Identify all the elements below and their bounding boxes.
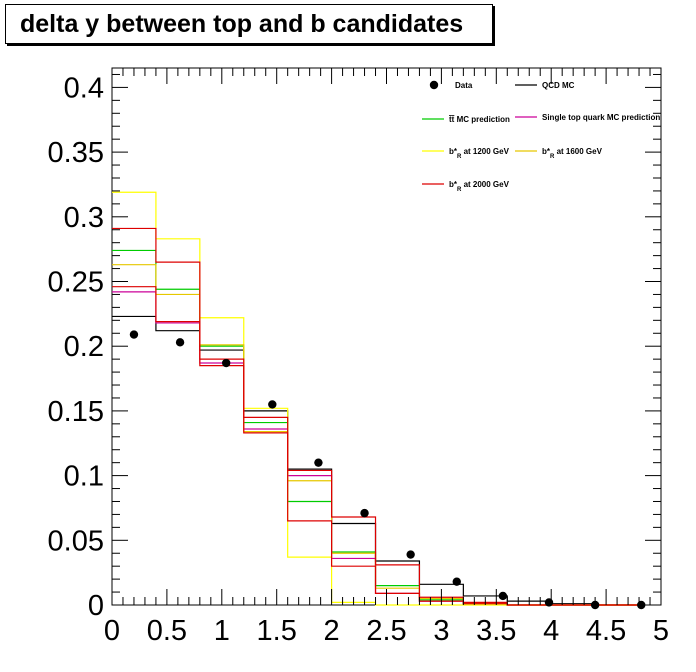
legend-label: Single top quark MC prediction: [542, 113, 660, 122]
x-tick-label: 3: [433, 615, 449, 647]
data-point: [268, 400, 277, 409]
histograms: [112, 191, 640, 606]
data-point: [175, 338, 185, 347]
data-point: [129, 330, 139, 339]
legend-entry: b*R at 1200 GeV: [422, 147, 510, 160]
data-point: [498, 591, 508, 601]
legend-entry: Single top quark MC prediction: [515, 113, 660, 122]
legend-label: QCD MC: [542, 81, 575, 90]
legend-label: b*R at 1600 GeV: [542, 147, 603, 160]
data-point: [637, 600, 646, 610]
y-tick-label: 0: [88, 590, 104, 622]
legend-label: tt MC prediction: [449, 115, 510, 124]
y-tick-label: 0.25: [48, 267, 104, 299]
y-tick-label: 0.2: [64, 331, 104, 363]
x-tick-label: 3.5: [476, 615, 516, 647]
x-tick-label: 0: [104, 615, 120, 647]
legend-entry: b*R at 2000 GeV: [422, 180, 510, 193]
y-tick-label: 0.35: [48, 137, 104, 169]
data-point: [221, 358, 231, 368]
data-point: [360, 508, 369, 518]
legend-entry: tt MC prediction: [422, 115, 510, 124]
x-tick-label: 1.5: [257, 615, 297, 647]
axes: 0 0.5 1 1.5 2 2.5 3 3.5 4 4.5 5 0 0.05 0.1 0.15 0.2 0.25…: [48, 68, 669, 647]
data-point: [314, 458, 323, 467]
x-tick-label: 4: [543, 615, 559, 647]
legend-label: b*R at 2000 GeV: [449, 180, 510, 193]
legend-entry: QCD MC: [515, 81, 575, 90]
x-tick-label: 2.5: [366, 615, 406, 647]
chart-title: delta y between top and b candidates: [20, 10, 464, 38]
data-point: [544, 598, 554, 607]
y-tick-label: 0.1: [64, 461, 104, 493]
y-tick-label: 0.4: [64, 72, 104, 104]
x-tick-label: 4.5: [586, 615, 626, 647]
y-tick-label: 0.15: [48, 396, 104, 428]
x-tick-label: 1: [214, 615, 230, 647]
legend-marker: [429, 80, 439, 90]
data-points: [129, 330, 646, 610]
x-tick-label: 5: [653, 615, 669, 647]
x-tick-label: 2: [324, 615, 340, 647]
legend-entry: b*R at 1600 GeV: [515, 147, 603, 160]
legend-label: Data: [455, 81, 473, 90]
legend-label: b*R at 1200 GeV: [449, 147, 510, 160]
data-point: [406, 550, 415, 559]
series-line-6: [112, 286, 640, 606]
legend: Data QCD MC tt MC prediction Single top qua…: [422, 80, 660, 193]
y-tick-label: 0.3: [64, 202, 104, 234]
x-tick-label: 0.5: [147, 615, 187, 647]
legend-entry: Data: [429, 80, 473, 90]
title-box: delta y between top and b candidates: [5, 4, 493, 44]
data-point: [452, 577, 461, 586]
y-tick-label: 0.05: [48, 525, 104, 557]
